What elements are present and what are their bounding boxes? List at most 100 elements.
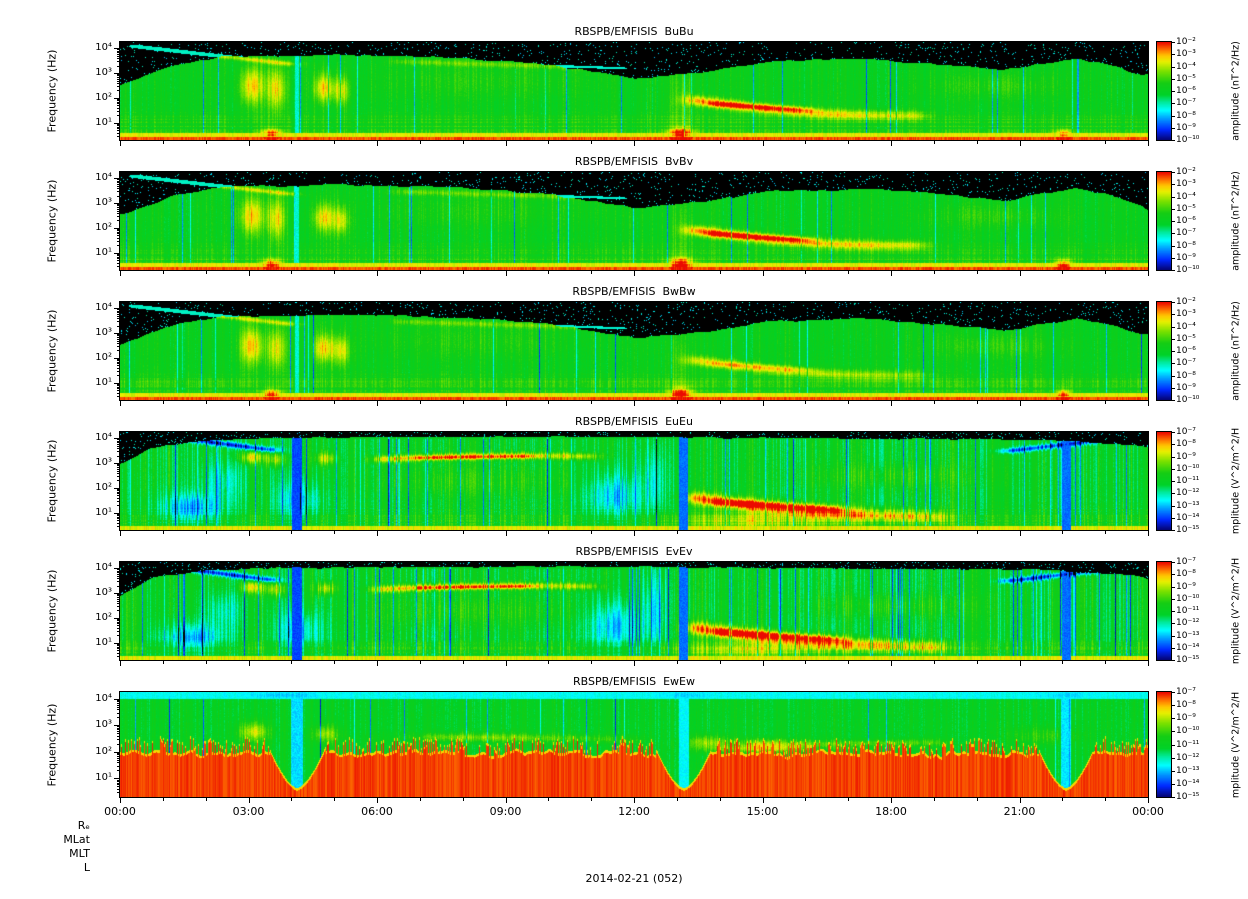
y-major-tick bbox=[114, 512, 120, 514]
x-minor-tick bbox=[1105, 661, 1107, 664]
x-minor-tick bbox=[462, 271, 464, 274]
y-minor-tick bbox=[117, 359, 120, 360]
y-minor-tick bbox=[117, 733, 120, 735]
x-minor-tick bbox=[205, 271, 207, 274]
colorbar-tick-label: 10⁻¹⁵ bbox=[1176, 792, 1200, 802]
colorbar-tick bbox=[1172, 208, 1175, 210]
y-minor-tick bbox=[117, 208, 120, 210]
colorbar-tick-label: 10⁻⁸ bbox=[1176, 700, 1196, 711]
y-minor-tick bbox=[117, 442, 120, 443]
y-minor-tick bbox=[117, 235, 120, 237]
colorbar-tick-label: 10⁻¹² bbox=[1176, 618, 1200, 629]
y-minor-tick bbox=[117, 367, 120, 369]
colorbar-tick-label: 10⁻⁷ bbox=[1176, 228, 1196, 239]
colorbar-EwEw bbox=[1157, 692, 1171, 797]
colorbar-frame-BuBu bbox=[1156, 41, 1172, 141]
x-minor-tick bbox=[462, 401, 464, 404]
y-minor-tick bbox=[117, 386, 120, 388]
y-minor-tick bbox=[117, 516, 120, 518]
y-minor-tick bbox=[117, 229, 120, 230]
x-minor-tick bbox=[334, 661, 336, 664]
y-minor-tick bbox=[117, 342, 120, 344]
colorbar-tick-label: 10⁻⁹ bbox=[1176, 451, 1196, 462]
x-minor-tick bbox=[205, 401, 207, 404]
y-minor-tick bbox=[117, 627, 120, 629]
x-minor-tick bbox=[462, 661, 464, 664]
colorbar-tick bbox=[1172, 586, 1175, 588]
y-minor-tick bbox=[117, 623, 120, 625]
y-minor-tick bbox=[117, 363, 120, 365]
colorbar-tick bbox=[1172, 270, 1175, 271]
x-minor-tick bbox=[848, 401, 850, 404]
y-minor-tick bbox=[117, 743, 120, 745]
y-minor-tick bbox=[117, 491, 120, 493]
x-minor-tick bbox=[334, 798, 336, 801]
colorbar-tick bbox=[1172, 196, 1175, 198]
x-major-tick bbox=[634, 271, 635, 276]
colorbar-tick bbox=[1172, 635, 1175, 637]
y-minor-tick bbox=[117, 655, 120, 657]
x-minor-tick bbox=[291, 531, 293, 534]
y-minor-tick bbox=[117, 522, 120, 524]
y-minor-tick bbox=[117, 49, 120, 51]
x-minor-tick bbox=[548, 798, 550, 801]
y-minor-tick bbox=[117, 76, 120, 78]
colorbar-tick-label: 10⁻¹¹ bbox=[1176, 606, 1200, 616]
x-minor-tick bbox=[162, 401, 164, 404]
colorbar-tick bbox=[1172, 562, 1175, 563]
y-minor-tick bbox=[117, 765, 120, 767]
y-minor-tick bbox=[117, 210, 120, 212]
colorbar-axis-label-BwBw: amplitude (nT^2/Hz) bbox=[1230, 301, 1242, 401]
x-minor-tick bbox=[719, 661, 721, 664]
y-minor-tick bbox=[117, 468, 120, 470]
colorbar-tick bbox=[1172, 127, 1175, 129]
x-major-tick bbox=[634, 798, 635, 803]
x-minor-tick bbox=[1105, 141, 1107, 144]
y-major-tick bbox=[114, 73, 120, 74]
colorbar-tick-label: 10⁻² bbox=[1176, 297, 1196, 307]
y-minor-tick bbox=[117, 731, 120, 733]
y-minor-tick bbox=[117, 602, 120, 604]
colorbar-tick-label: 10⁻¹⁴ bbox=[1176, 778, 1200, 789]
y-minor-tick bbox=[117, 253, 120, 255]
y-tick-label: 10⁴ bbox=[95, 42, 112, 54]
y-minor-tick bbox=[117, 754, 120, 756]
y-major-tick bbox=[114, 227, 120, 229]
x-tick-label: 00:00 bbox=[104, 805, 136, 818]
y-minor-tick bbox=[117, 365, 120, 367]
y-minor-tick bbox=[117, 82, 120, 84]
x-major-tick bbox=[1148, 401, 1149, 406]
y-major-tick bbox=[114, 568, 120, 570]
y-minor-tick bbox=[117, 784, 120, 786]
y-minor-tick bbox=[117, 313, 120, 315]
colorbar-tick bbox=[1172, 574, 1175, 576]
y-minor-tick bbox=[117, 338, 120, 340]
y-minor-tick bbox=[117, 786, 120, 788]
y-minor-tick bbox=[117, 256, 120, 258]
y-minor-tick bbox=[117, 520, 120, 522]
colorbar-tick bbox=[1172, 103, 1175, 105]
x-minor-tick bbox=[548, 661, 550, 664]
x-minor-tick bbox=[976, 661, 978, 664]
colorbar-tick bbox=[1172, 530, 1175, 531]
y-minor-tick bbox=[117, 321, 120, 323]
x-tick-label: 09:00 bbox=[489, 805, 522, 818]
x-minor-tick bbox=[719, 141, 721, 144]
y-major-tick bbox=[114, 487, 120, 489]
y-minor-tick bbox=[117, 310, 120, 312]
y-minor-tick bbox=[117, 125, 120, 126]
panel-title-BuBu: RBSPB/EMFISIS BuBu bbox=[574, 25, 694, 38]
colorbar-tick-label: 10⁻⁶ bbox=[1176, 216, 1196, 226]
colorbar-tick bbox=[1172, 245, 1175, 247]
x-minor-tick bbox=[548, 401, 550, 404]
x-minor-tick bbox=[162, 798, 164, 801]
y-axis-label: Frequency (Hz) bbox=[45, 703, 59, 786]
y-minor-tick bbox=[117, 115, 120, 117]
y-minor-tick bbox=[117, 231, 120, 233]
y-minor-tick bbox=[117, 451, 120, 453]
y-tick-label: 10⁴ bbox=[95, 562, 112, 574]
x-major-tick bbox=[891, 271, 892, 276]
y-minor-tick bbox=[117, 753, 120, 754]
x-minor-tick bbox=[591, 141, 593, 144]
y-minor-tick bbox=[117, 706, 120, 708]
